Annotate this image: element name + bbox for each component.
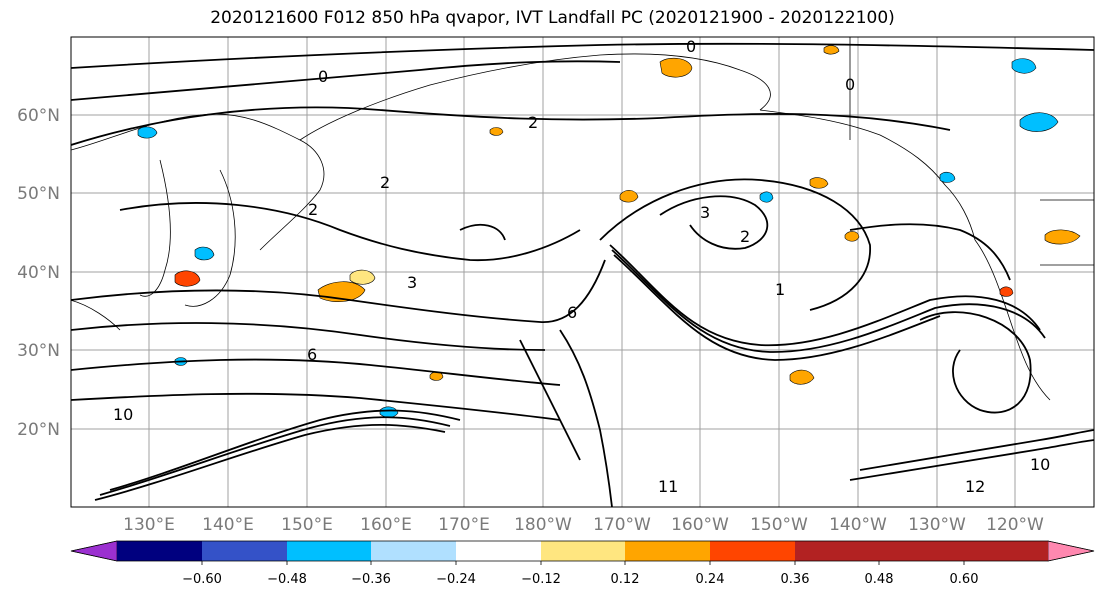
colorbar-segment (541, 541, 625, 561)
contour-label: 10 (1030, 455, 1050, 474)
lon-tick-labels: 130°E 140°E 150°E 160°E 170°E 180°W 170°… (123, 515, 1044, 535)
colorbar-segment (117, 541, 202, 561)
lon-tick-label: 150°E (281, 515, 333, 535)
lon-tick-label: 130°W (908, 515, 966, 535)
colorbar-extend-max (1047, 540, 1095, 562)
lon-tick-label: 140°E (202, 515, 254, 535)
lon-tick-label: 160°W (671, 515, 729, 535)
colorbar-segment (371, 541, 456, 561)
lat-tick-label: 20°N (17, 420, 60, 440)
anomaly-patches (137, 45, 1081, 418)
colorbar-label: 0.48 (865, 572, 894, 587)
map-title: 2020121600 F012 850 hPa qvapor, IVT Land… (210, 8, 895, 28)
colorbar-segment (287, 541, 371, 561)
colorbar-label: −0.12 (521, 572, 561, 587)
lon-tick-label: 170°W (593, 515, 651, 535)
colorbar-ticks (201, 561, 965, 565)
colorbar-label: −0.36 (351, 572, 391, 587)
lon-tick-label: 120°W (986, 515, 1044, 535)
contour-label: 0 (318, 67, 328, 86)
colorbar-label: −0.48 (267, 572, 307, 587)
lon-tick-label: 180°W (514, 515, 572, 535)
colorbar-segment (795, 541, 879, 561)
colorbar-segment (879, 541, 964, 561)
colorbar-label: 0.24 (696, 572, 725, 587)
colorbar-label: 0.12 (611, 572, 640, 587)
contour-label: 6 (307, 345, 317, 364)
contour-label: 2 (380, 173, 390, 192)
lat-tick-label: 40°N (17, 263, 60, 283)
contour-label: 2 (308, 200, 318, 219)
contour-label: 10 (113, 405, 133, 424)
contour-label: 0 (845, 75, 855, 94)
colorbar-segment (964, 541, 1048, 561)
lon-tick-label: 160°E (360, 515, 412, 535)
lat-tick-label: 30°N (17, 341, 60, 361)
colorbar-segment (202, 541, 287, 561)
colorbar-label: 0.36 (781, 572, 810, 587)
colorbar: −0.60 −0.48 −0.36 −0.24 −0.12 0.12 0.24 … (70, 540, 1095, 587)
colorbar-label: 0.60 (950, 572, 979, 587)
contour-label: 2 (528, 113, 538, 132)
lon-tick-label: 170°E (438, 515, 490, 535)
contour-label: 0 (686, 37, 696, 56)
colorbar-segment (710, 541, 795, 561)
map-frame (70, 36, 1095, 508)
contour-lines (71, 42, 1094, 507)
gridlines (71, 37, 1094, 507)
colorbar-segment (456, 541, 541, 561)
contour-label: 3 (407, 273, 417, 292)
contour-labels: 0 0 0 2 2 2 2 3 3 6 6 10 11 12 10 1 (113, 37, 1050, 496)
colorbar-extend-min (70, 540, 118, 562)
lon-tick-label: 130°E (123, 515, 175, 535)
contour-label: 2 (740, 227, 750, 246)
colorbar-outline (70, 540, 1095, 562)
contour-label: 11 (658, 477, 678, 496)
lon-tick-label: 140°W (829, 515, 887, 535)
lon-tick-label: 150°W (750, 515, 808, 535)
contour-label: 3 (700, 203, 710, 222)
colorbar-label: −0.60 (182, 572, 222, 587)
lat-tick-label: 60°N (17, 106, 60, 126)
colorbar-label: −0.24 (436, 572, 476, 587)
contour-label: 1 (775, 280, 785, 299)
contour-label: 12 (965, 477, 985, 496)
lat-tick-label: 50°N (17, 184, 60, 204)
lat-tick-labels: 60°N 50°N 40°N 30°N 20°N (17, 106, 60, 440)
colorbar-segment (625, 541, 710, 561)
contour-label: 6 (567, 303, 577, 322)
